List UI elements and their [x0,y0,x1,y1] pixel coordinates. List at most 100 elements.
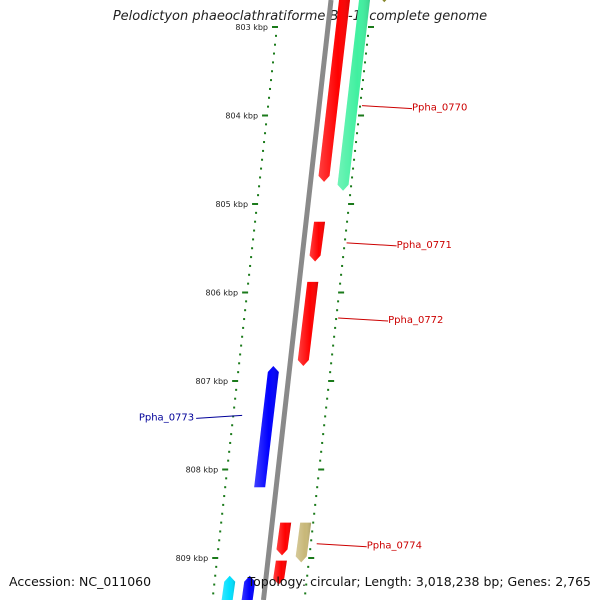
minor-tick-right [350,185,353,188]
minor-tick-left [240,344,243,347]
minor-tick-right [327,388,330,391]
minor-tick-left [257,194,260,197]
minor-tick-left [267,105,270,108]
minor-tick-left [259,176,262,179]
minor-tick-right [367,34,370,37]
minor-tick-left [245,300,248,303]
scale-tick-label: 806 kbp [205,289,238,298]
minor-tick-right [353,158,356,161]
minor-tick-left [250,256,253,259]
minor-tick-right [304,592,307,595]
minor-tick-left [252,238,255,241]
minor-tick-left [228,450,231,453]
scale-tick-label: 803 kbp [235,23,268,32]
gene-label[interactable]: Ppha_0770 [412,103,467,114]
minor-tick-right [339,282,342,285]
minor-tick-left [248,273,251,276]
minor-tick-right [309,548,312,551]
minor-tick-right [314,503,317,506]
minor-tick-left [270,79,273,82]
gene-features [221,0,387,600]
gene-label-group: Ppha_0770 Ppha_0771 Ppha_0772 Ppha_0773 Ppha… [139,103,467,552]
gene-label[interactable]: Ppha_0772 [388,315,443,326]
minor-tick-right [355,141,358,144]
minor-tick-right [319,459,322,462]
minor-tick-left [243,318,246,321]
minor-tick-right [317,477,320,480]
minor-tick-left [263,141,266,144]
minor-tick-right [341,264,344,267]
major-tick-right [338,291,345,294]
minor-tick-right [351,176,354,179]
gene-label[interactable]: Ppha_0774 [367,541,422,552]
major-tick-left [222,468,229,471]
minor-tick-left [224,486,227,489]
minor-tick-left [213,583,216,586]
major-tick-right [348,203,355,205]
minor-tick-left [251,247,254,250]
major-tick-left [242,291,249,294]
minor-tick-left [214,574,217,577]
minor-tick-left [230,433,233,436]
minor-tick-left [229,441,232,444]
gene-arrow-shading [273,560,287,585]
minor-tick-right [359,105,362,108]
minor-tick-right [362,79,365,82]
major-tick-left [232,380,239,382]
minor-tick-left [249,264,252,267]
minor-tick-left [261,158,264,161]
minor-tick-right [307,565,310,568]
minor-tick-right [310,539,313,542]
gene-arrow-shading [241,575,256,600]
minor-tick-right [316,486,319,489]
minor-tick-left [255,211,258,214]
minor-tick-left [253,229,256,232]
gene-arrow-shading [254,365,279,488]
minor-tick-left [219,530,222,533]
minor-tick-left [274,43,277,46]
scale-tick-label: 807 kbp [196,377,229,386]
minor-tick-right [344,238,347,241]
minor-tick-left [269,87,272,90]
minor-tick-left [262,149,265,152]
gene-label[interactable]: Ppha_0773 [139,412,194,423]
minor-tick-right [332,344,335,347]
minor-tick-right [312,521,315,524]
minor-tick-left [275,34,278,37]
minor-tick-right [354,149,357,152]
minor-tick-right [324,415,327,418]
minor-tick-left [258,185,261,188]
minor-tick-left [221,512,224,515]
genome-backbone [260,0,334,600]
minor-tick-right [311,530,314,533]
minor-tick-right [340,273,343,276]
gene-label-leader [316,543,367,548]
minor-tick-left [241,335,244,338]
minor-tick-left [227,459,230,462]
minor-tick-left [231,424,234,427]
minor-tick-left [242,326,245,329]
minor-tick-right [365,52,368,55]
major-tick-right [328,380,335,382]
major-tick-left [252,203,259,205]
minor-tick-left [218,539,221,542]
minor-tick-right [361,87,364,90]
gene-arrow-shading [337,0,371,191]
minor-tick-right [366,43,369,46]
minor-tick-right [323,424,326,427]
minor-tick-left [222,503,225,506]
gene-label[interactable]: Ppha_0771 [397,240,452,251]
minor-tick-left [254,220,257,223]
minor-tick-right [356,132,359,135]
minor-tick-left [217,548,220,551]
minor-tick-right [364,61,367,64]
genome-summary-text: Topology: circular; Length: 3,018,238 bp… [247,574,591,589]
minor-tick-right [331,353,334,356]
scale-tick-label: 804 kbp [225,112,258,121]
scale-ticks: 803 kbp 804 kbp 805 kbp 806 kbp 807 kbp 808 k… [176,23,374,595]
minor-tick-right [329,371,332,374]
minor-tick-right [335,318,338,321]
map-title: Pelodictyon phaeoclathratiforme BU-1, co… [112,9,488,24]
major-tick-right [358,114,365,117]
minor-tick-left [247,282,250,285]
